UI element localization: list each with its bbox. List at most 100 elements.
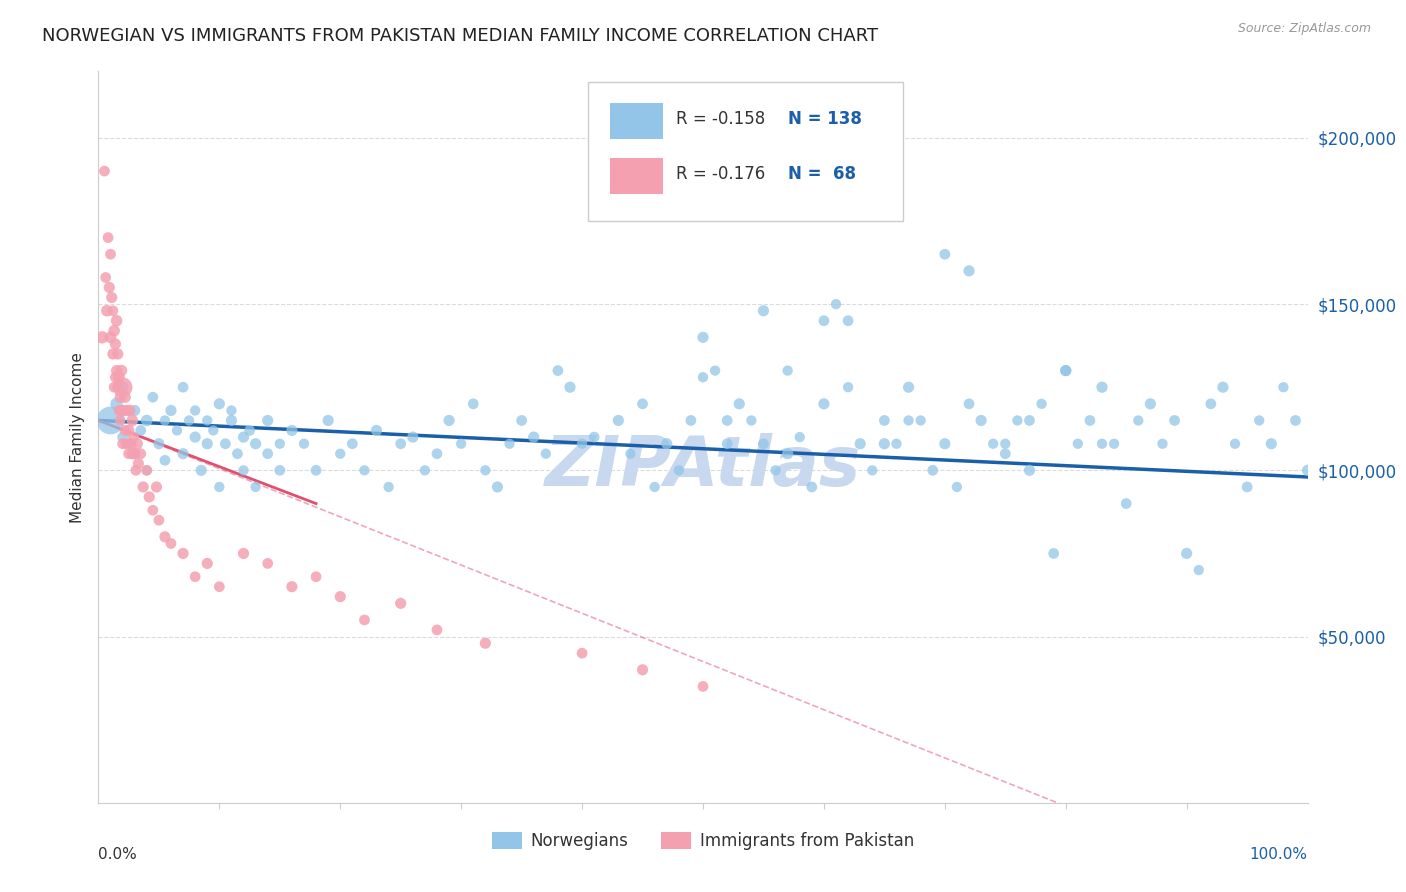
Point (837, 380, 859, 394)
Point (957, 264, 980, 278)
Point (692, 680, 714, 694)
FancyBboxPatch shape (588, 82, 903, 221)
Point (498, 436, 520, 450)
Point (108, 413, 131, 427)
Point (114, 424, 136, 438)
Point (305, 570, 328, 584)
Point (547, 363, 569, 377)
Point (184, 430, 207, 444)
Point (1272, 380, 1295, 394)
Point (692, 330, 714, 344)
Point (120, 436, 142, 450)
Point (873, 436, 896, 450)
Point (1054, 363, 1077, 377)
Point (426, 447, 449, 461)
Point (103, 380, 125, 394)
Point (740, 413, 762, 427)
Point (115, 436, 138, 450)
Point (571, 436, 593, 450)
Point (934, 436, 956, 450)
Point (1091, 380, 1114, 394)
Point (108, 403, 131, 417)
Point (342, 436, 364, 450)
Point (1223, 436, 1246, 450)
Point (232, 546, 254, 560)
Point (558, 380, 581, 394)
Point (232, 430, 254, 444)
Point (100, 330, 122, 344)
Point (124, 447, 146, 461)
Point (256, 447, 278, 461)
Point (107, 380, 129, 394)
Point (1260, 436, 1282, 450)
Point (221, 413, 243, 427)
Point (849, 436, 872, 450)
Y-axis label: Median Family Income: Median Family Income (69, 351, 84, 523)
Point (1128, 413, 1150, 427)
Point (111, 436, 134, 450)
Point (631, 663, 654, 677)
Point (571, 646, 593, 660)
Point (107, 347, 129, 361)
Point (426, 623, 449, 637)
Point (619, 447, 641, 461)
Text: NORWEGIAN VS IMMIGRANTS FROM PAKISTAN MEDIAN FAMILY INCOME CORRELATION CHART: NORWEGIAN VS IMMIGRANTS FROM PAKISTAN ME… (42, 27, 879, 45)
Point (413, 463, 436, 477)
Point (463, 397, 485, 411)
Point (353, 613, 375, 627)
Point (103, 324, 125, 338)
Point (118, 424, 141, 438)
Point (91, 330, 114, 344)
Point (329, 447, 352, 461)
Point (389, 596, 412, 610)
Point (125, 463, 148, 477)
Point (910, 413, 932, 427)
Point (1018, 463, 1040, 477)
Point (1139, 397, 1161, 411)
Point (1188, 563, 1211, 577)
Point (153, 530, 176, 544)
Point (256, 413, 278, 427)
Point (534, 447, 557, 461)
Point (970, 413, 993, 427)
Point (208, 397, 231, 411)
Point (135, 413, 157, 427)
Point (402, 430, 425, 444)
Point (1152, 436, 1174, 450)
Point (100, 247, 122, 261)
Point (101, 347, 124, 361)
Point (202, 424, 225, 438)
Point (1054, 363, 1077, 377)
Point (1031, 397, 1053, 411)
Point (121, 447, 143, 461)
Point (752, 303, 775, 318)
Point (329, 590, 352, 604)
Point (789, 430, 811, 444)
Point (281, 424, 304, 438)
Point (94, 270, 117, 285)
Point (232, 463, 254, 477)
Point (105, 363, 128, 377)
Point (292, 436, 315, 450)
Point (100, 413, 122, 427)
Point (897, 380, 920, 394)
Point (135, 463, 157, 477)
Point (214, 436, 236, 450)
Point (1212, 380, 1234, 394)
Point (668, 463, 690, 477)
Point (813, 397, 835, 411)
Point (474, 636, 496, 650)
Point (1175, 546, 1198, 560)
Point (148, 513, 170, 527)
Point (97, 230, 120, 244)
Point (145, 480, 167, 494)
Point (765, 463, 787, 477)
Point (153, 453, 176, 467)
Point (124, 447, 146, 461)
Point (110, 403, 132, 417)
Point (226, 447, 249, 461)
Point (208, 480, 231, 494)
Point (1115, 497, 1137, 511)
Point (776, 363, 799, 377)
Point (377, 480, 399, 494)
